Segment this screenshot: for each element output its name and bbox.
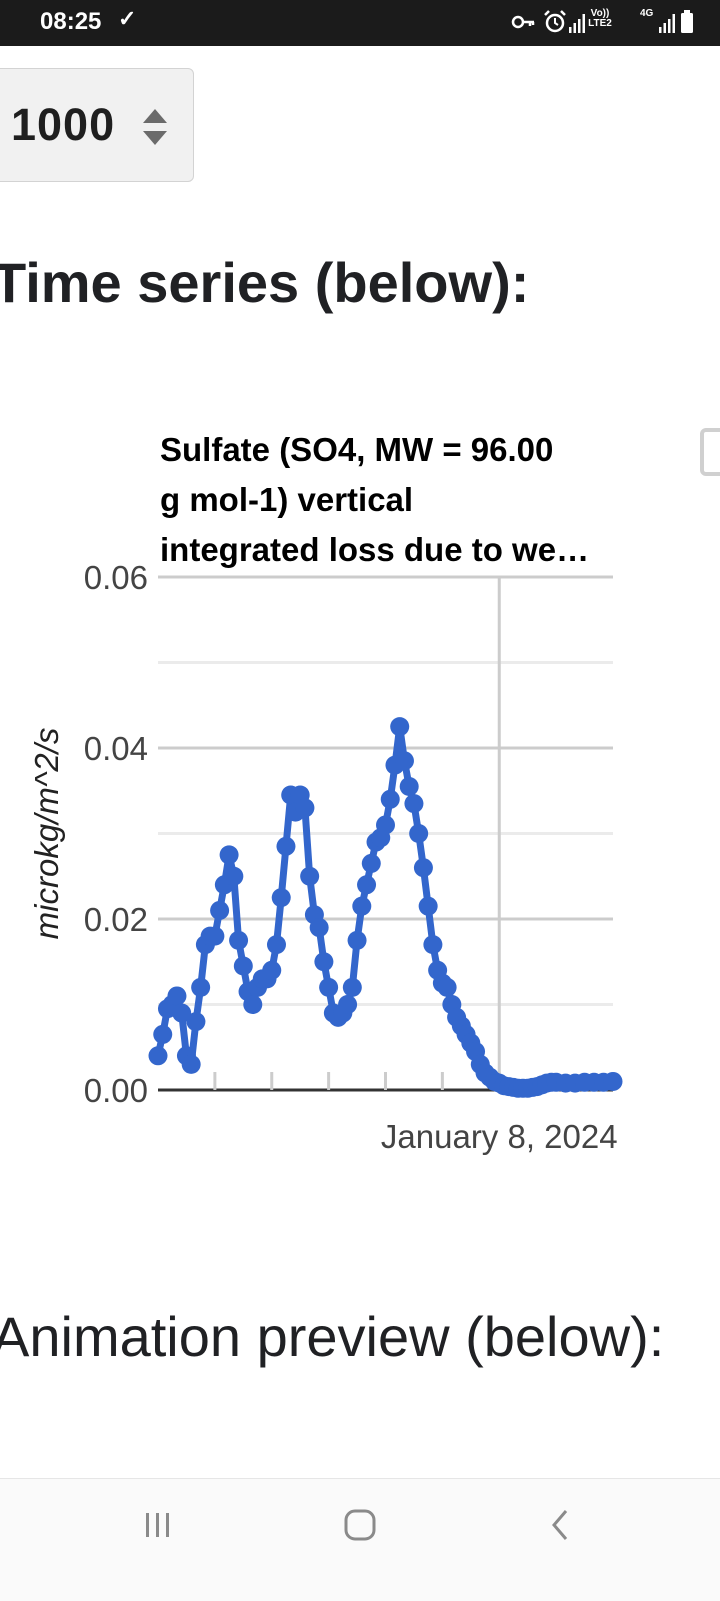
data-point	[191, 977, 211, 997]
chart-title-line: integrated loss due to we…	[160, 531, 590, 568]
volte-icon: Vo)) LTE2	[588, 8, 612, 29]
data-point	[224, 866, 244, 886]
data-point	[295, 798, 315, 818]
status-icons: Vo)) LTE2 4G	[510, 8, 693, 37]
data-point	[172, 1003, 192, 1023]
data-point	[423, 935, 443, 955]
y-tick-label: 0.00	[84, 1072, 148, 1109]
data-point	[309, 918, 329, 938]
data-point	[243, 995, 263, 1014]
data-point	[233, 956, 253, 976]
4g-icon: 4G	[640, 8, 654, 19]
data-point	[319, 977, 339, 997]
check-icon: ✓	[118, 6, 137, 31]
key-icon	[511, 15, 535, 29]
data-point	[338, 995, 358, 1014]
data-point	[167, 986, 187, 1006]
number-input-value[interactable]: 1000	[11, 99, 116, 150]
data-point	[205, 926, 225, 946]
recent-apps-icon[interactable]	[138, 1505, 178, 1545]
data-point	[394, 751, 414, 771]
animation-preview-heading: Animation preview (below):	[0, 1305, 665, 1368]
y-tick-label: 0.06	[84, 559, 148, 596]
data-point	[229, 930, 249, 950]
alarm-icon	[544, 10, 566, 33]
back-icon[interactable]	[540, 1505, 580, 1545]
data-point	[153, 1024, 173, 1044]
data-point	[266, 935, 286, 955]
data-point	[342, 977, 362, 997]
data-point	[603, 1071, 623, 1091]
data-point	[314, 952, 334, 972]
data-point	[399, 776, 419, 796]
data-point	[210, 900, 230, 920]
data-point	[413, 858, 433, 878]
data-point	[357, 875, 377, 895]
home-icon[interactable]	[340, 1505, 380, 1545]
data-point	[186, 1012, 206, 1032]
y-tick-label: 0.02	[84, 901, 148, 938]
data-point	[300, 866, 320, 886]
data-point	[361, 853, 381, 873]
data-point	[437, 977, 457, 997]
expand-icon[interactable]	[700, 428, 720, 476]
data-point	[409, 824, 429, 843]
data-point	[181, 1054, 201, 1074]
data-point	[376, 815, 395, 835]
chart-title: Sulfate (SO4, MW = 96.00 g mol-1) vertic…	[160, 425, 630, 575]
y-axis-label: microkg/m^2/s	[28, 728, 65, 940]
chart-title-line: g mol-1) vertical	[160, 481, 414, 518]
signal-icon	[659, 14, 675, 33]
data-point	[404, 794, 424, 814]
data-point	[380, 789, 400, 809]
y-tick-label: 0.04	[84, 730, 148, 767]
data-point	[219, 845, 239, 865]
data-point	[352, 896, 372, 916]
battery-icon	[681, 10, 693, 33]
data-point	[390, 717, 410, 737]
status-time: 08:25	[40, 8, 102, 35]
data-point	[418, 896, 438, 916]
data-point	[262, 960, 282, 980]
data-point	[347, 930, 367, 950]
chart-title-line: Sulfate (SO4, MW = 96.00	[160, 431, 554, 468]
data-point	[276, 836, 296, 856]
status-bar: 08:25 ✓ Vo)) LTE2 4G	[0, 0, 720, 46]
frames-number-input[interactable]: 1000	[0, 68, 194, 182]
time-series-heading: Time series (below):	[0, 251, 530, 314]
data-point	[148, 1046, 168, 1066]
data-point	[271, 888, 291, 908]
spinner-arrows-icon[interactable]	[139, 103, 171, 151]
signal-icon	[569, 14, 585, 33]
x-tick-label: January 8, 2024	[381, 1118, 618, 1155]
navigation-bar	[0, 1478, 720, 1601]
